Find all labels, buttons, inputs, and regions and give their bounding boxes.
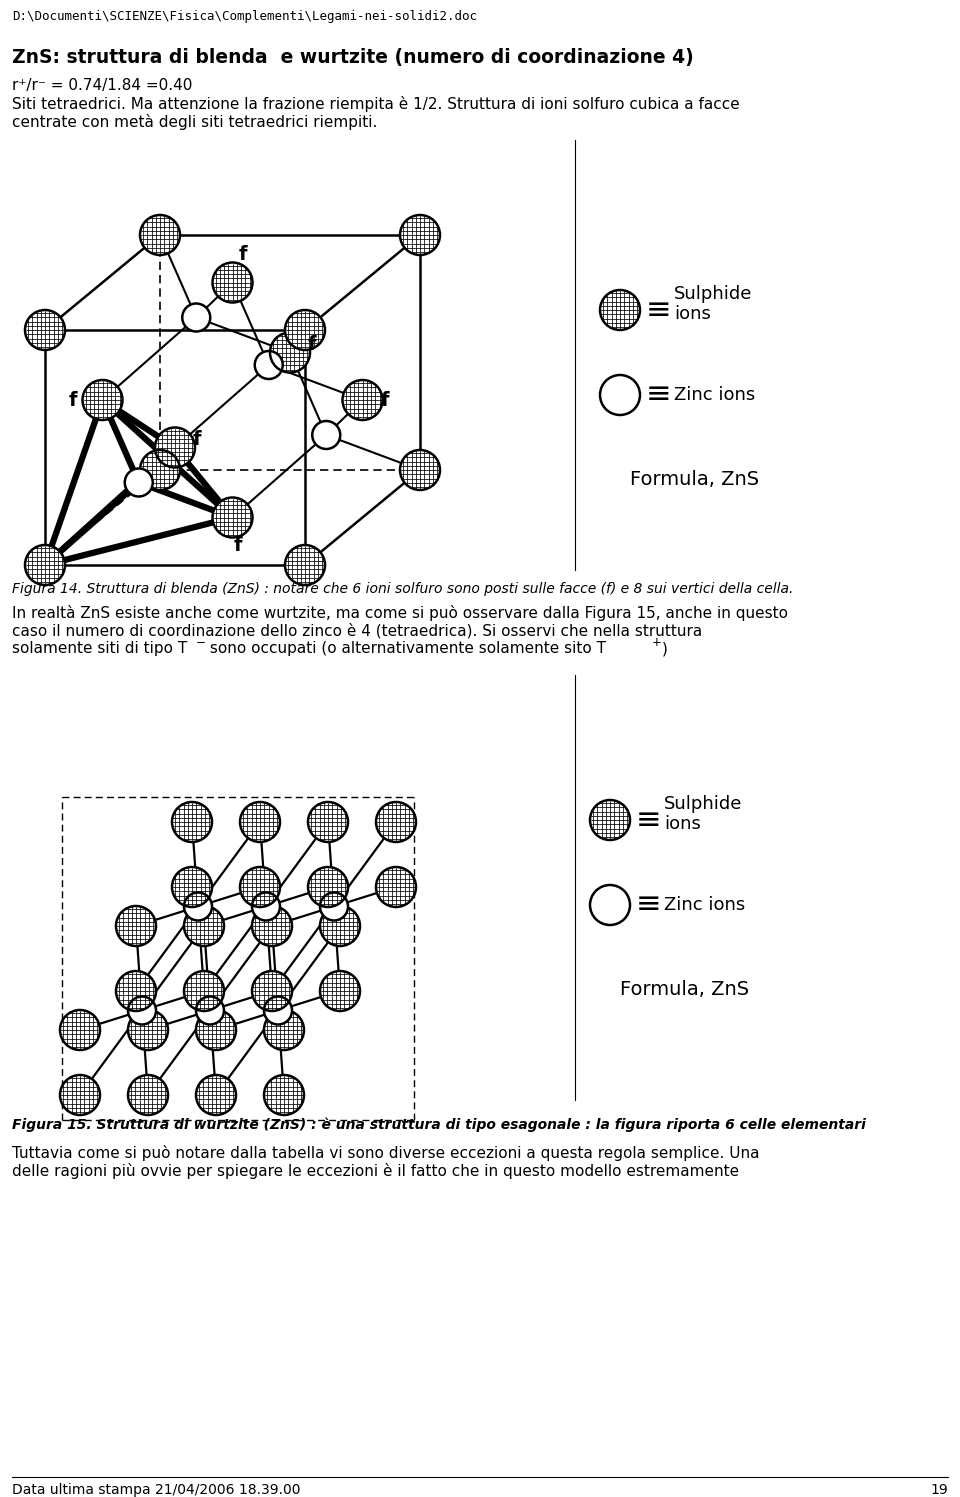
Text: centrate con metà degli siti tetraedrici riempiti.: centrate con metà degli siti tetraedrici… — [12, 114, 377, 130]
Circle shape — [590, 885, 630, 925]
Text: Formula, ZnS: Formula, ZnS — [630, 470, 759, 490]
Circle shape — [320, 892, 348, 921]
Circle shape — [196, 1075, 236, 1115]
Circle shape — [128, 1010, 168, 1049]
Text: +: + — [652, 636, 661, 650]
Circle shape — [184, 906, 224, 946]
Circle shape — [184, 972, 224, 1010]
Circle shape — [172, 867, 212, 907]
Circle shape — [590, 799, 630, 840]
Circle shape — [264, 1075, 304, 1115]
Circle shape — [252, 972, 292, 1010]
Text: ZnS: struttura di blenda  e wurtzite (numero di coordinazione 4): ZnS: struttura di blenda e wurtzite (num… — [12, 48, 694, 67]
Circle shape — [312, 421, 340, 449]
Circle shape — [270, 332, 310, 373]
Circle shape — [240, 867, 280, 907]
Circle shape — [116, 972, 156, 1010]
Circle shape — [308, 802, 348, 841]
Text: −: − — [196, 636, 205, 650]
Text: Formula, ZnS: Formula, ZnS — [620, 981, 749, 998]
Text: Figura 15. Struttura di wurtzite (ZnS) : è una struttura di tipo esagonale : la : Figura 15. Struttura di wurtzite (ZnS) :… — [12, 1118, 866, 1133]
Circle shape — [400, 451, 440, 490]
Text: sono occupati (o alternativamente solamente sito T: sono occupati (o alternativamente solame… — [205, 641, 606, 656]
Circle shape — [320, 906, 360, 946]
Text: Sulphide
ions: Sulphide ions — [664, 795, 742, 834]
Text: Figura 14. Struttura di blenda (ZnS) : notare che 6 ioni solfuro sono posti sull: Figura 14. Struttura di blenda (ZnS) : n… — [12, 582, 793, 596]
Circle shape — [212, 497, 252, 537]
Circle shape — [60, 1010, 100, 1049]
Text: ≡: ≡ — [636, 805, 661, 834]
Text: Zinc ions: Zinc ions — [674, 386, 756, 404]
Text: f: f — [193, 430, 202, 449]
Circle shape — [376, 867, 416, 907]
Text: Tuttavia come si può notare dalla tabella vi sono diverse eccezioni a questa reg: Tuttavia come si può notare dalla tabell… — [12, 1145, 759, 1162]
Circle shape — [212, 262, 252, 302]
Circle shape — [376, 802, 416, 841]
Circle shape — [196, 1010, 236, 1049]
Circle shape — [285, 310, 325, 350]
Text: In realtà ZnS esiste anche come wurtzite, ma come si può osservare dalla Figura : In realtà ZnS esiste anche come wurtzite… — [12, 605, 788, 621]
Text: Siti tetraedrici. Ma attenzione la frazione riempita è 1/2. Struttura di ioni so: Siti tetraedrici. Ma attenzione la frazi… — [12, 96, 740, 112]
Text: f: f — [68, 391, 77, 410]
Circle shape — [60, 1075, 100, 1115]
Circle shape — [125, 469, 153, 497]
Text: f: f — [380, 391, 389, 410]
Circle shape — [264, 997, 292, 1024]
Text: 19: 19 — [930, 1484, 948, 1497]
Circle shape — [320, 972, 360, 1010]
Text: delle ragioni più ovvie per spiegare le eccezioni è il fatto che in questo model: delle ragioni più ovvie per spiegare le … — [12, 1163, 739, 1180]
Circle shape — [172, 802, 212, 841]
Circle shape — [140, 451, 180, 490]
Circle shape — [140, 216, 180, 254]
Text: r⁺/r⁻ = 0.74/1.84 =0.40: r⁺/r⁻ = 0.74/1.84 =0.40 — [12, 78, 192, 93]
Circle shape — [264, 1010, 304, 1049]
Text: f: f — [308, 335, 316, 353]
Text: solamente siti di tipo T: solamente siti di tipo T — [12, 641, 187, 656]
Text: ≡: ≡ — [636, 891, 661, 919]
Circle shape — [116, 906, 156, 946]
Circle shape — [155, 428, 195, 467]
Circle shape — [400, 216, 440, 254]
Circle shape — [254, 350, 283, 379]
Text: caso il numero di coordinazione dello zinco è 4 (tetraedrica). Si osservi che ne: caso il numero di coordinazione dello zi… — [12, 623, 703, 639]
Circle shape — [240, 802, 280, 841]
Text: Zinc ions: Zinc ions — [664, 897, 745, 915]
Circle shape — [25, 545, 65, 585]
Circle shape — [308, 867, 348, 907]
Circle shape — [196, 997, 224, 1024]
Circle shape — [252, 906, 292, 946]
Text: D:\Documenti\SCIENZE\Fisica\Complementi\Legami-nei-solidi2.doc: D:\Documenti\SCIENZE\Fisica\Complementi\… — [12, 10, 477, 22]
Circle shape — [343, 380, 382, 421]
Circle shape — [25, 310, 65, 350]
Circle shape — [83, 380, 123, 421]
Text: ≡: ≡ — [646, 295, 671, 325]
Text: Data ultima stampa 21/04/2006 18.39.00: Data ultima stampa 21/04/2006 18.39.00 — [12, 1484, 300, 1497]
Circle shape — [128, 997, 156, 1024]
Text: ≡: ≡ — [646, 380, 671, 410]
Text: f: f — [233, 536, 242, 555]
Circle shape — [128, 1075, 168, 1115]
Text: ): ) — [662, 641, 668, 656]
Text: Sulphide
ions: Sulphide ions — [674, 284, 753, 323]
Circle shape — [600, 290, 640, 329]
Text: f: f — [238, 246, 247, 263]
Circle shape — [285, 545, 325, 585]
Circle shape — [600, 376, 640, 415]
Circle shape — [252, 892, 280, 921]
Circle shape — [182, 304, 210, 331]
Circle shape — [184, 892, 212, 921]
